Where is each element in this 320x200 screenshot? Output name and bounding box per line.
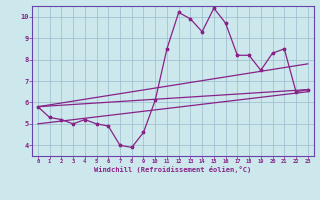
X-axis label: Windchill (Refroidissement éolien,°C): Windchill (Refroidissement éolien,°C)	[94, 166, 252, 173]
